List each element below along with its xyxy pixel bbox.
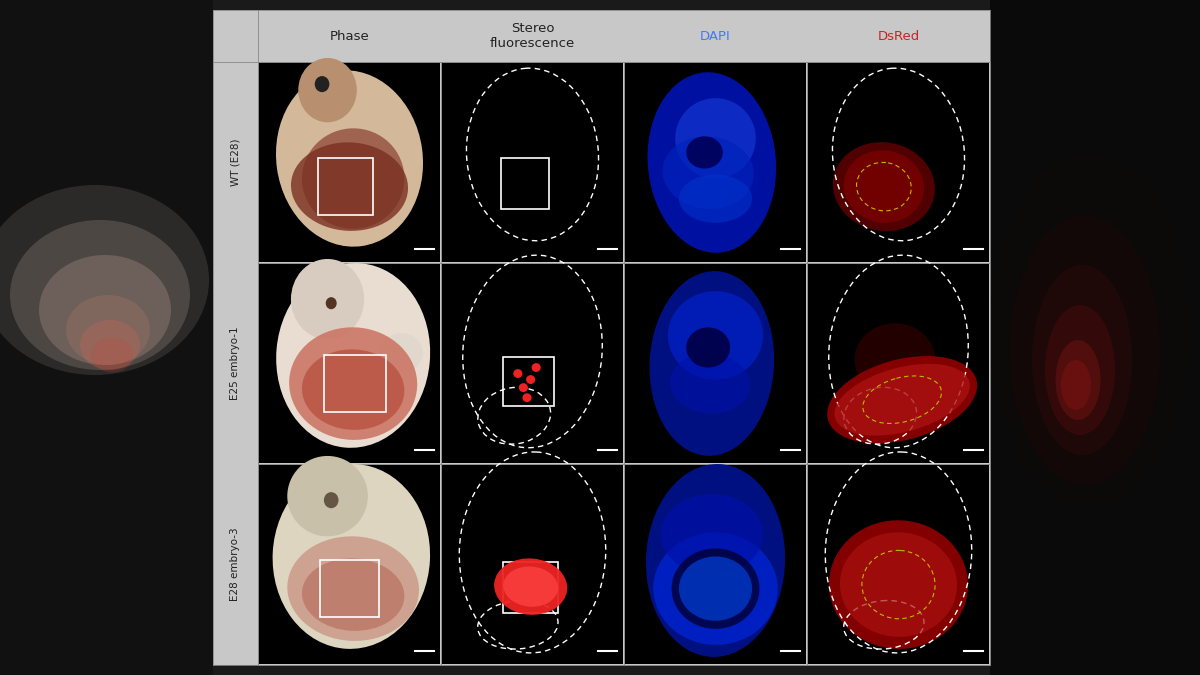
Ellipse shape <box>532 363 541 372</box>
Ellipse shape <box>276 263 430 448</box>
Bar <box>0 0 214 675</box>
Ellipse shape <box>526 375 535 384</box>
Ellipse shape <box>840 533 958 637</box>
Ellipse shape <box>672 548 760 629</box>
Text: WT (E28): WT (E28) <box>230 139 240 186</box>
Text: DsRed: DsRed <box>877 30 919 43</box>
Ellipse shape <box>494 558 568 615</box>
Ellipse shape <box>379 333 422 373</box>
Text: E25 embryo-1: E25 embryo-1 <box>230 327 240 400</box>
Ellipse shape <box>854 323 935 396</box>
Ellipse shape <box>324 492 338 508</box>
Bar <box>625 264 806 463</box>
Text: Phase: Phase <box>330 30 370 43</box>
Text: Stereo
fluorescence: Stereo fluorescence <box>490 22 575 50</box>
Ellipse shape <box>648 72 776 252</box>
Bar <box>990 0 1200 675</box>
Bar <box>503 562 558 613</box>
Bar <box>318 159 373 215</box>
Ellipse shape <box>522 394 532 402</box>
Bar <box>625 465 806 664</box>
Text: E28 embryo-3: E28 embryo-3 <box>230 528 240 601</box>
Ellipse shape <box>38 255 172 365</box>
Bar <box>808 63 989 262</box>
Bar <box>320 560 379 617</box>
Ellipse shape <box>518 383 528 392</box>
Ellipse shape <box>1056 340 1100 420</box>
Ellipse shape <box>1032 265 1132 455</box>
Ellipse shape <box>314 76 329 92</box>
Bar <box>502 159 548 209</box>
Ellipse shape <box>649 271 774 456</box>
Bar <box>808 264 989 463</box>
Ellipse shape <box>653 533 778 645</box>
Bar <box>808 465 989 664</box>
Ellipse shape <box>91 338 133 373</box>
Bar <box>442 465 623 664</box>
Ellipse shape <box>1045 305 1115 435</box>
Ellipse shape <box>302 350 404 430</box>
Ellipse shape <box>686 136 722 169</box>
Text: DAPI: DAPI <box>700 30 731 43</box>
Ellipse shape <box>272 464 430 649</box>
Ellipse shape <box>646 464 785 657</box>
Ellipse shape <box>668 291 763 379</box>
Ellipse shape <box>302 128 404 229</box>
Ellipse shape <box>66 295 150 365</box>
Bar <box>324 356 386 412</box>
Ellipse shape <box>679 175 752 223</box>
Ellipse shape <box>660 494 763 574</box>
Ellipse shape <box>1061 360 1091 410</box>
Ellipse shape <box>686 327 730 367</box>
Bar <box>259 63 440 262</box>
Bar <box>259 465 440 664</box>
Ellipse shape <box>325 297 337 309</box>
Bar <box>442 264 623 463</box>
Ellipse shape <box>80 320 140 370</box>
Ellipse shape <box>302 558 404 631</box>
Ellipse shape <box>276 70 424 246</box>
Ellipse shape <box>834 364 970 435</box>
Ellipse shape <box>844 151 924 223</box>
Ellipse shape <box>679 556 752 621</box>
Bar <box>214 10 990 665</box>
Ellipse shape <box>290 142 408 231</box>
Ellipse shape <box>829 520 968 649</box>
Bar <box>259 264 440 463</box>
Ellipse shape <box>287 537 419 641</box>
Bar <box>625 63 806 262</box>
Ellipse shape <box>833 142 935 231</box>
Ellipse shape <box>0 185 209 375</box>
Ellipse shape <box>514 369 522 378</box>
Bar <box>503 358 554 406</box>
Ellipse shape <box>287 456 368 537</box>
Ellipse shape <box>827 356 977 443</box>
Ellipse shape <box>670 353 750 414</box>
Ellipse shape <box>299 58 356 122</box>
Ellipse shape <box>1010 215 1160 485</box>
Bar <box>442 63 623 262</box>
Ellipse shape <box>289 327 418 440</box>
Ellipse shape <box>290 259 364 340</box>
Ellipse shape <box>676 98 756 179</box>
Ellipse shape <box>503 566 558 607</box>
Ellipse shape <box>990 155 1190 505</box>
Ellipse shape <box>10 220 190 370</box>
Ellipse shape <box>662 136 754 209</box>
